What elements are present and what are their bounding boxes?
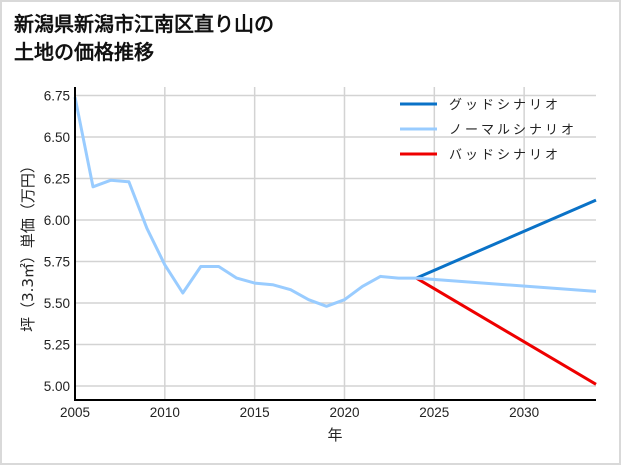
x-tick-label: 2015 [240, 405, 270, 420]
y-axis-ticks: 5.00 5.25 5.50 5.75 6.00 6.25 6.50 6.75 [44, 89, 70, 395]
y-tick-label: 5.75 [44, 255, 70, 270]
x-tick-label: 2020 [329, 405, 359, 420]
y-tick-label: 5.00 [44, 379, 70, 394]
chart-title-line-1: 新潟県新潟市江南区直り山の [14, 12, 274, 36]
y-tick-label: 6.75 [44, 89, 70, 104]
legend-label: ノーマルシナリオ [449, 123, 577, 138]
y-tick-label: 5.25 [44, 338, 70, 353]
x-axis-ticks: 2005 2010 2015 2020 2025 2030 [60, 405, 539, 420]
series-line [415, 198, 597, 280]
x-tick-label: 2010 [150, 405, 180, 420]
y-tick-label: 5.50 [44, 296, 70, 311]
series-line [415, 276, 597, 386]
x-axis-label: 年 [327, 426, 342, 444]
y-tick-label: 6.00 [44, 213, 70, 228]
x-tick-label: 2025 [419, 405, 449, 420]
legend-label: グッドシナリオ [449, 98, 561, 113]
y-axis-label: 坪（3.3㎡）単価（万円） [19, 158, 37, 332]
series-line [73, 96, 597, 308]
x-tick-label: 2005 [60, 405, 90, 420]
chart-title: 新潟県新潟市江南区直り山の 土地の価格推移 [14, 10, 274, 66]
x-tick-label: 2030 [509, 405, 539, 420]
data-lines [73, 96, 597, 386]
chart-title-line-2: 土地の価格推移 [14, 40, 154, 64]
legend-label: バッドシナリオ [449, 148, 561, 163]
y-tick-label: 6.50 [44, 130, 70, 145]
y-tick-label: 6.25 [44, 172, 70, 187]
